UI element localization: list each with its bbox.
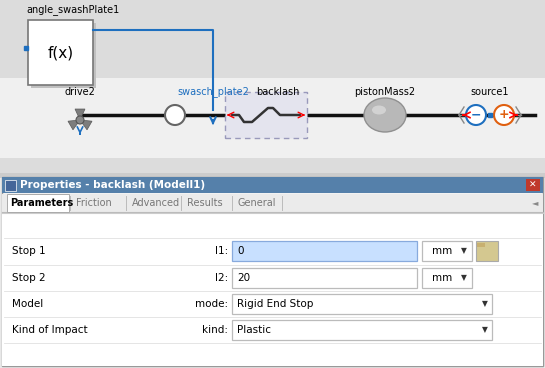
FancyBboxPatch shape	[476, 241, 498, 261]
Ellipse shape	[364, 98, 406, 132]
FancyBboxPatch shape	[5, 180, 16, 191]
FancyBboxPatch shape	[422, 268, 472, 288]
Text: Model: Model	[12, 299, 43, 309]
Text: ◄: ◄	[531, 198, 538, 208]
FancyBboxPatch shape	[232, 241, 417, 261]
FancyBboxPatch shape	[7, 194, 69, 212]
Text: Stop 1: Stop 1	[12, 246, 46, 256]
FancyBboxPatch shape	[422, 241, 472, 261]
Polygon shape	[75, 109, 85, 120]
Text: Stop 2: Stop 2	[12, 273, 46, 283]
Circle shape	[494, 105, 514, 125]
Text: ▼: ▼	[461, 247, 467, 255]
Text: f(x): f(x)	[47, 45, 74, 60]
FancyBboxPatch shape	[0, 78, 545, 158]
FancyBboxPatch shape	[526, 179, 540, 191]
Text: Plastic: Plastic	[237, 325, 271, 335]
Polygon shape	[68, 120, 80, 130]
Text: Friction: Friction	[76, 198, 112, 208]
Text: 0: 0	[237, 246, 244, 256]
Text: backlash: backlash	[256, 87, 300, 97]
FancyBboxPatch shape	[2, 177, 543, 193]
Text: drive2: drive2	[64, 87, 95, 97]
Text: +: +	[499, 109, 510, 121]
Text: kind:: kind:	[202, 325, 228, 335]
Text: pistonMass2: pistonMass2	[354, 87, 416, 97]
Text: mm: mm	[432, 273, 452, 283]
Circle shape	[76, 116, 84, 124]
FancyBboxPatch shape	[232, 268, 417, 288]
Ellipse shape	[372, 106, 386, 114]
Text: l2:: l2:	[215, 273, 228, 283]
FancyBboxPatch shape	[2, 213, 543, 366]
Text: swasch_plate2: swasch_plate2	[177, 86, 249, 97]
Text: l1:: l1:	[215, 246, 228, 256]
FancyBboxPatch shape	[0, 173, 545, 178]
FancyBboxPatch shape	[28, 20, 93, 85]
Polygon shape	[80, 120, 92, 130]
FancyBboxPatch shape	[0, 0, 545, 174]
Text: General: General	[238, 198, 276, 208]
Text: Rigid End Stop: Rigid End Stop	[237, 299, 313, 309]
Text: source1: source1	[471, 87, 509, 97]
Circle shape	[165, 105, 185, 125]
Circle shape	[466, 105, 486, 125]
FancyBboxPatch shape	[2, 177, 543, 366]
Text: ✕: ✕	[529, 180, 537, 190]
Text: mm: mm	[432, 246, 452, 256]
Text: Parameters: Parameters	[10, 198, 73, 208]
FancyBboxPatch shape	[477, 243, 485, 247]
Text: mode:: mode:	[195, 299, 228, 309]
Text: ▼: ▼	[461, 273, 467, 283]
Text: Kind of Impact: Kind of Impact	[12, 325, 88, 335]
Text: 20: 20	[237, 273, 250, 283]
Text: −: −	[471, 109, 481, 121]
Text: Advanced: Advanced	[131, 198, 180, 208]
Text: ▼: ▼	[482, 300, 488, 308]
FancyBboxPatch shape	[31, 23, 96, 88]
Text: ▼: ▼	[482, 326, 488, 335]
FancyBboxPatch shape	[232, 294, 492, 314]
Text: angle_swashPlate1: angle_swashPlate1	[26, 4, 119, 15]
FancyBboxPatch shape	[225, 92, 307, 138]
Text: Results: Results	[187, 198, 223, 208]
FancyBboxPatch shape	[232, 320, 492, 340]
Text: Properties - backlash (Modell1): Properties - backlash (Modell1)	[20, 180, 205, 190]
FancyBboxPatch shape	[2, 194, 543, 212]
